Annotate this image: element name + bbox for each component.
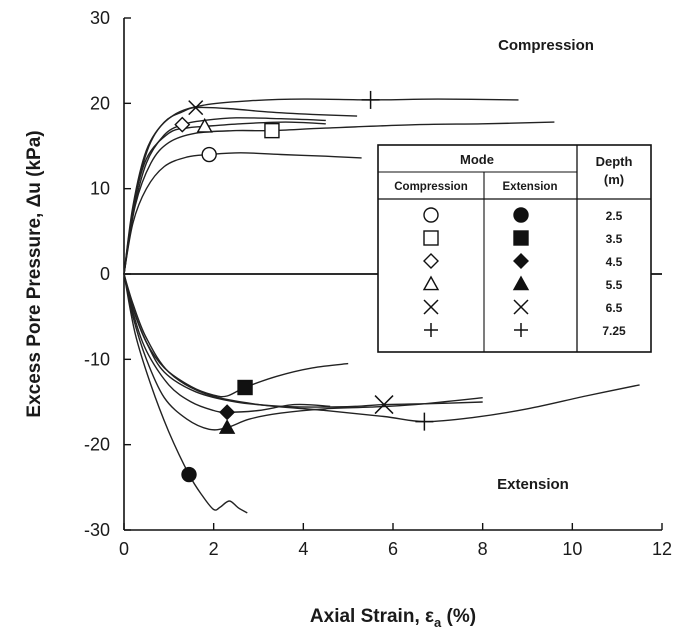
marker-shape [201, 146, 217, 163]
legend-compression-marker [423, 207, 439, 223]
legend-compression-marker [423, 230, 439, 246]
legend-depth-header: Depth [596, 154, 633, 169]
marker-shape [237, 379, 253, 396]
compression-label: Compression [498, 37, 594, 54]
marker-stroke [374, 395, 394, 415]
legend-depth-unit: (m) [604, 172, 624, 187]
series-line-compression-6-5 [123, 106, 358, 275]
marker-shape [264, 122, 280, 139]
legend-depth-value: 5.5 [606, 278, 623, 292]
legend-extension-marker [513, 207, 529, 223]
y-tick-label: -20 [84, 435, 110, 455]
series-line-extension-4-5 [123, 273, 331, 413]
legend-depth-value: 2.5 [606, 209, 623, 223]
marker-stroke [513, 299, 529, 315]
series-line-compression-2-5 [123, 152, 362, 275]
point-marker-extension-6-5 [374, 395, 394, 415]
y-tick-label: 0 [100, 264, 110, 284]
series-line-compression-7-25 [123, 98, 519, 275]
series-line-compression-3-5 [123, 121, 555, 275]
x-tick-label: 12 [652, 539, 672, 559]
x-axis-title: Axial Strain, εa (%) [310, 606, 476, 630]
x-tick-label: 4 [298, 539, 308, 559]
y-tick-label: 20 [90, 93, 110, 113]
marker-shape [218, 419, 236, 434]
y-tick-label: 10 [90, 179, 110, 199]
x-tick-label: 6 [388, 539, 398, 559]
marker-shape [181, 466, 197, 483]
x-axis-title-unit: (%) [441, 606, 476, 627]
marker-shape [422, 275, 440, 291]
legend-depth-value: 4.5 [606, 255, 623, 269]
legend-compression-marker [423, 299, 439, 315]
marker-shape [423, 253, 439, 269]
series-line-compression-5-5 [123, 121, 326, 275]
x-axis-title-subscript: a [434, 615, 442, 630]
point-marker-extension-3-5 [237, 379, 253, 396]
x-tick-label: 0 [119, 539, 129, 559]
x-tick-label: 8 [478, 539, 488, 559]
series-line-extension-3-5 [123, 273, 349, 398]
legend-extension-marker [513, 299, 529, 315]
point-marker-extension-2-5 [181, 466, 197, 483]
series-line-extension-2-5 [123, 273, 248, 514]
legend-extension-header: Extension [503, 181, 558, 193]
point-marker-compression-6-5 [188, 100, 204, 116]
legend-box [377, 144, 652, 353]
marker-shape [513, 230, 529, 246]
marker-shape [423, 230, 439, 246]
point-marker-extension-4-5 [219, 404, 236, 421]
legend-depth-value: 7.25 [602, 324, 626, 338]
markers-layer [174, 90, 434, 483]
marker-shape [196, 117, 213, 133]
legend-depth-value: 3.5 [606, 232, 623, 246]
legend: Mode Compression Extension Depth (m) 2.5… [377, 144, 652, 353]
y-tick-label: -10 [84, 349, 110, 369]
x-axis-title-main: Axial Strain, ε [310, 606, 434, 627]
legend-extension-marker [512, 275, 530, 291]
marker-stroke [188, 100, 204, 116]
marker-shape [512, 275, 530, 291]
x-tick-label: 10 [562, 539, 582, 559]
legend-mode-header: Mode [460, 152, 494, 167]
point-marker-compression-5-5 [196, 117, 213, 133]
point-marker-compression-4-5 [174, 116, 191, 133]
legend-compression-header: Compression [394, 181, 468, 193]
point-marker-compression-3-5 [264, 122, 280, 139]
marker-shape [174, 116, 191, 133]
y-tick-label: 30 [90, 8, 110, 28]
legend-extension-marker [513, 253, 529, 269]
x-tick-label: 2 [209, 539, 219, 559]
legend-compression-marker [422, 275, 440, 291]
marker-shape [513, 253, 529, 269]
marker-stroke [423, 299, 439, 315]
marker-shape [423, 207, 439, 223]
y-tick-label: -30 [84, 520, 110, 540]
legend-compression-marker [424, 323, 438, 337]
point-marker-compression-2-5 [201, 146, 217, 163]
legend-compression-marker [423, 253, 439, 269]
extension-label: Extension [497, 476, 569, 493]
point-marker-compression-7-25 [361, 90, 380, 109]
point-marker-extension-7-25 [415, 412, 434, 431]
marker-shape [219, 404, 236, 421]
marker-shape [513, 207, 529, 223]
series-line-compression-4-5 [123, 117, 326, 275]
curves-layer [123, 98, 640, 514]
legend-rows: 2.5 3.5 4.5 5.5 6.5 7.25 [422, 207, 626, 338]
y-axis-title: Excess Pore Pressure, Δu (kPa) [24, 130, 45, 417]
legend-depth-value: 6.5 [606, 301, 623, 315]
legend-extension-marker [514, 323, 528, 337]
axes-layer: -30 -20 -10 0 10 20 30 0 2 4 6 8 10 12 [84, 8, 672, 559]
legend-extension-marker [513, 230, 529, 246]
series-line-extension-7-25 [123, 273, 640, 423]
point-marker-extension-5-5 [218, 419, 236, 434]
